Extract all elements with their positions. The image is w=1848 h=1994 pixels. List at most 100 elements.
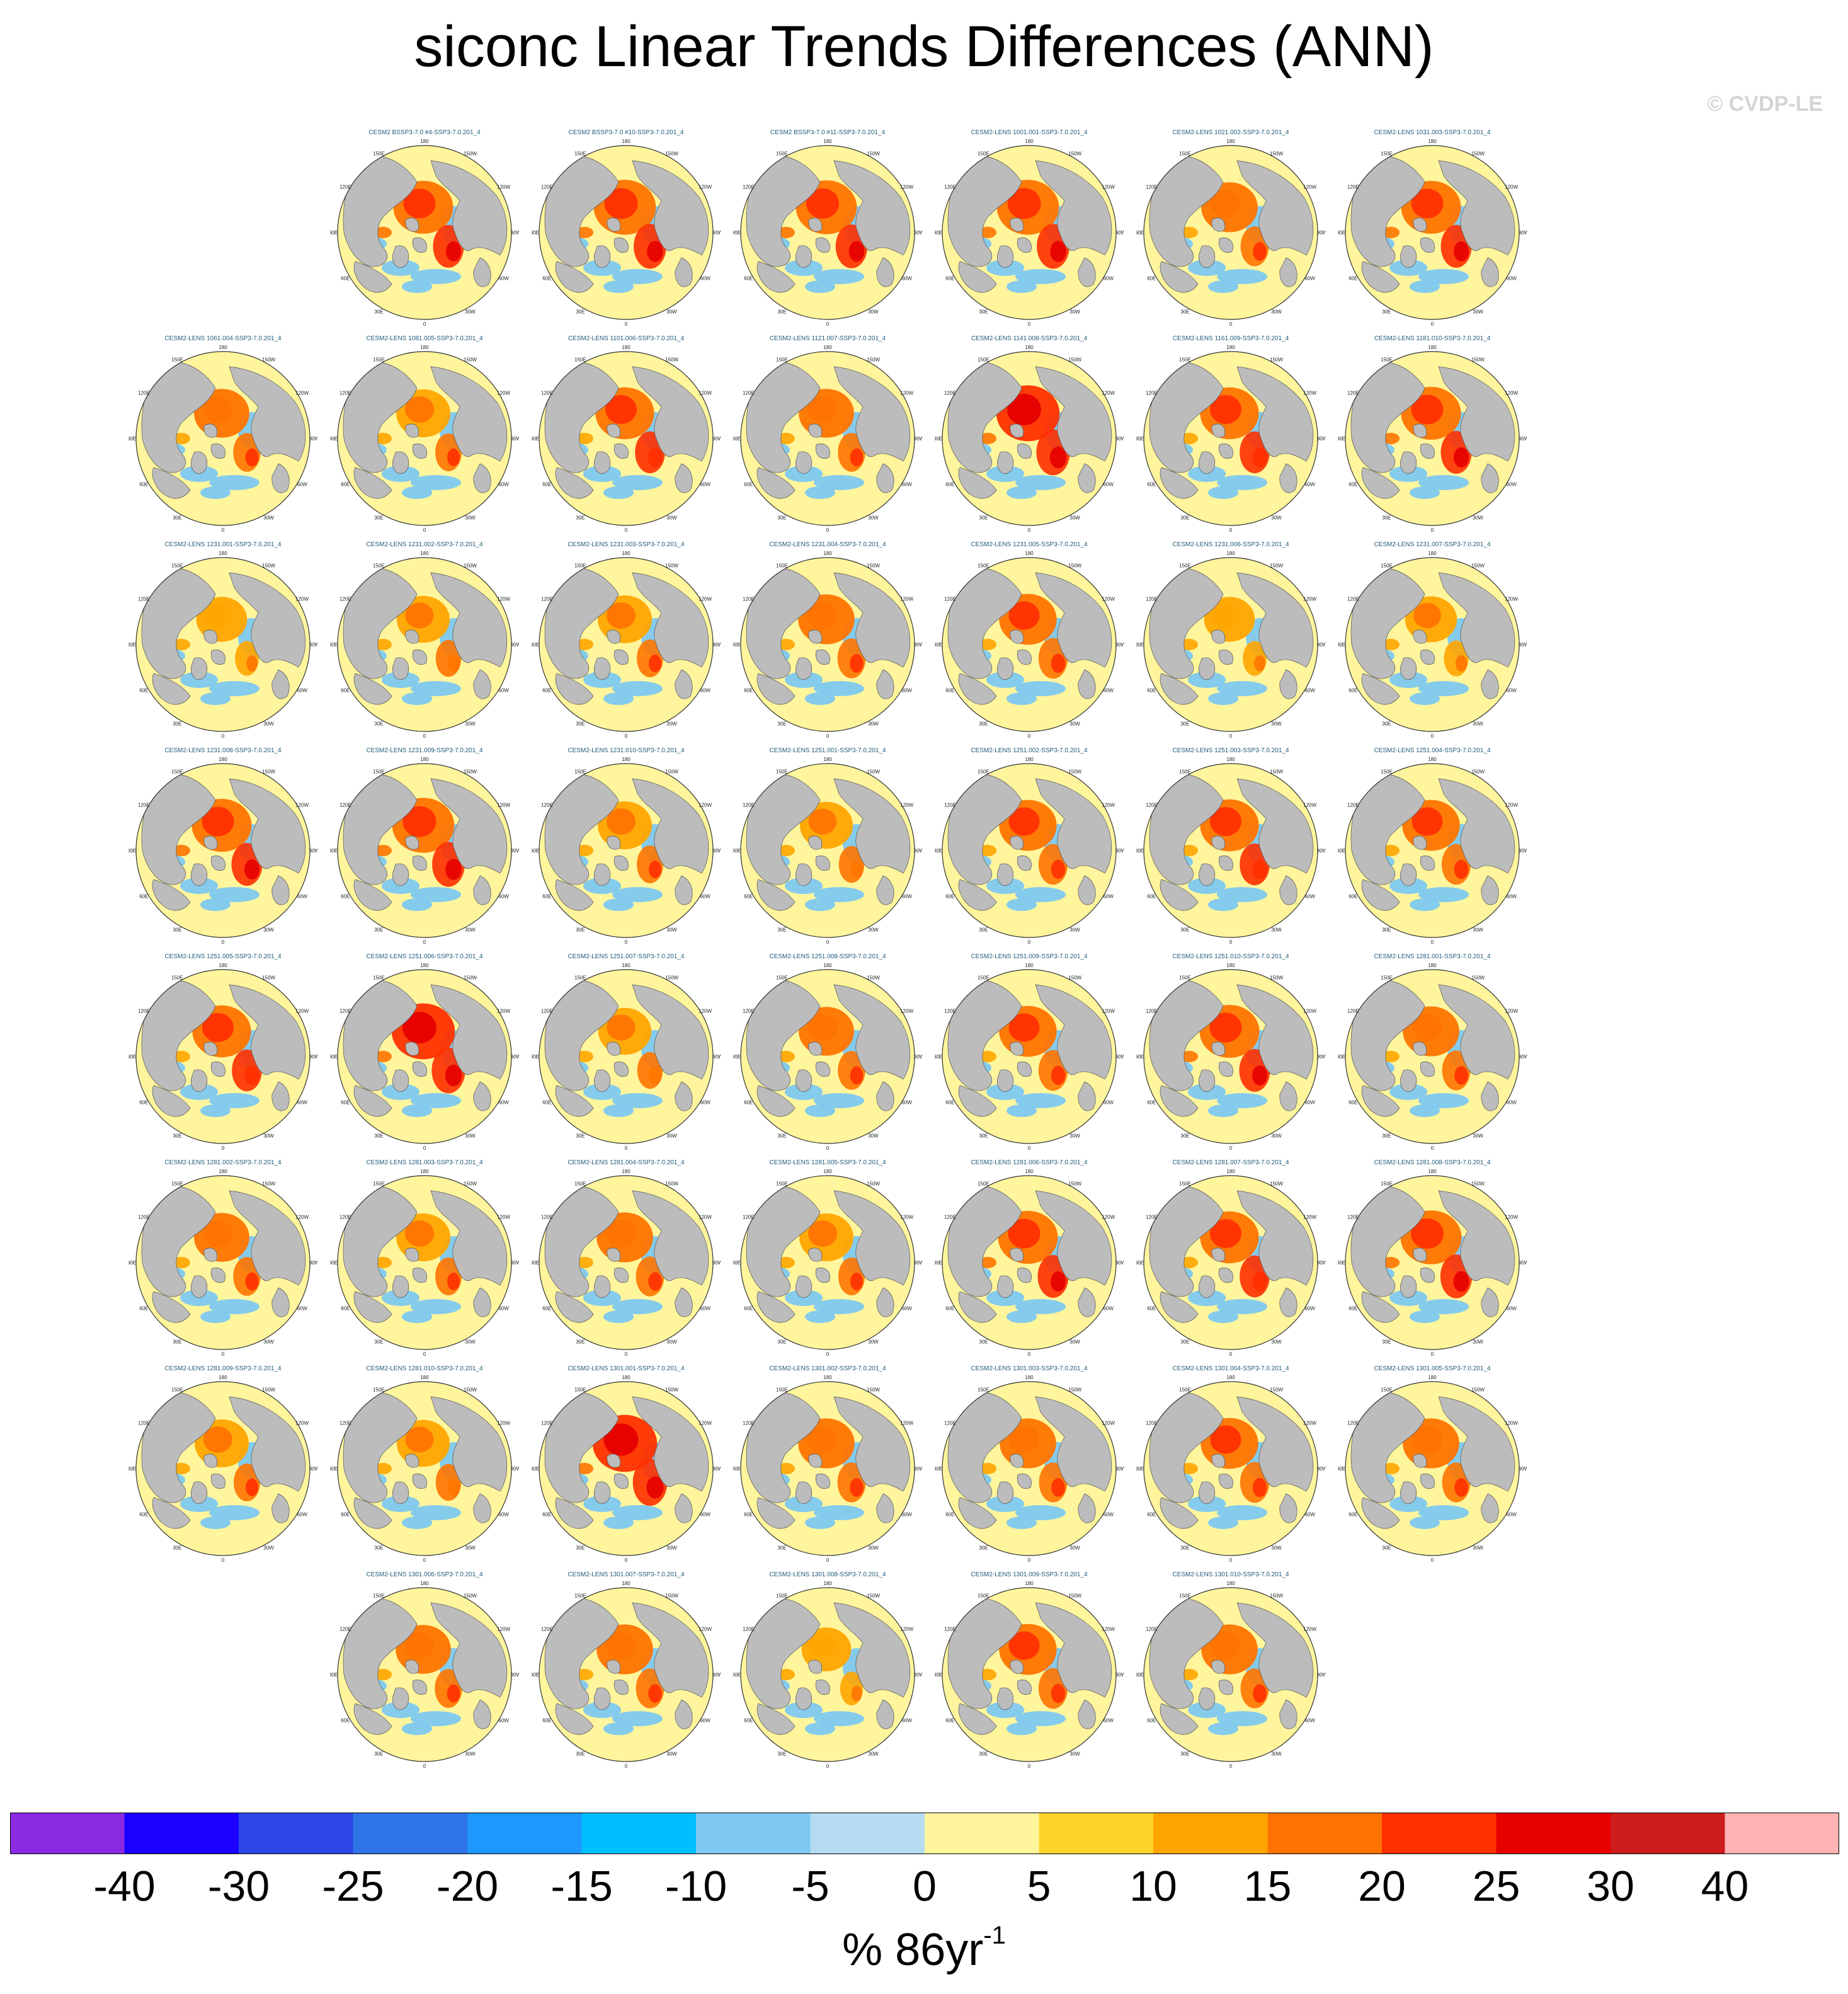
map-longitude-label: 150W (1270, 357, 1283, 362)
land-mass (229, 1396, 306, 1492)
land-mass (1078, 1287, 1096, 1317)
map-longitude-label: 180 (823, 963, 832, 968)
negative-trend-patch (1217, 269, 1267, 284)
barents-trend-max (647, 447, 663, 467)
land-mass (815, 1062, 830, 1077)
land-mass (1420, 1268, 1435, 1283)
map-longitude-label: 60E (341, 482, 350, 488)
map-longitude-label: 30W (868, 515, 879, 521)
land-mass (1017, 856, 1032, 871)
land-mass (1438, 778, 1515, 874)
land-mass (1413, 835, 1427, 850)
map-longitude-label: 150W (464, 975, 477, 980)
map-longitude-label: 150E (978, 1181, 990, 1186)
map-longitude-label: 30W (666, 1339, 677, 1345)
barents-trend-max (1051, 1478, 1065, 1497)
land-mass (815, 238, 830, 253)
map-longitude-label: 150W (262, 563, 275, 568)
colorbar-swatch (1725, 1813, 1839, 1854)
land-mass (1218, 444, 1233, 459)
land-mass (1361, 673, 1400, 705)
map-longitude-label: 120W (295, 597, 309, 602)
land-mass (746, 156, 821, 267)
barents-trend-max (244, 1065, 260, 1086)
land-mass (795, 863, 813, 886)
map-longitude-label: 180 (219, 1375, 227, 1380)
map-longitude-label: 180 (1226, 1375, 1235, 1380)
land-mass (613, 650, 629, 665)
map-longitude-label: 120W (699, 597, 712, 602)
map-longitude-label: 120E (541, 597, 553, 602)
land-mass (958, 1291, 997, 1323)
land-mass (1035, 366, 1112, 462)
map-panel-title: CESM2-LENS 1301.009-SSP3-7.0.201_4 (971, 1571, 1088, 1578)
map-border (1345, 763, 1520, 938)
beaufort-trend (1180, 845, 1198, 856)
map-longitude-label: 60W (700, 276, 710, 282)
negative-trend-patch (1208, 280, 1238, 293)
land-mass (675, 1493, 693, 1523)
land-mass (613, 1062, 629, 1077)
land-mass (555, 1497, 594, 1529)
barents-trend-max (246, 655, 258, 672)
land-mass (343, 568, 418, 679)
land-mass (392, 451, 409, 474)
map-panel-title: CESM2-LENS 1281.009-SSP3-7.0.201_4 (164, 1365, 282, 1372)
map-longitude-label: 90E (128, 1466, 136, 1472)
map-longitude-label: 120E (541, 391, 553, 396)
land-mass (353, 1497, 392, 1529)
land-mass (593, 863, 611, 886)
map-longitude-label: 90E (532, 1260, 539, 1266)
map-longitude-label: 90W (1317, 436, 1325, 442)
land-mass (1350, 1392, 1425, 1503)
map-longitude-label: 150E (1179, 357, 1191, 362)
negative-trend-patch (814, 1711, 864, 1726)
map-longitude-label: 180 (1226, 963, 1235, 968)
trend-max (808, 1220, 837, 1247)
land-mass (473, 1699, 491, 1729)
barents-trend-max (445, 859, 462, 880)
map-longitude-label: 90W (1115, 642, 1124, 648)
map-longitude-label: 60W (700, 1718, 710, 1724)
land-mass (756, 673, 796, 705)
map-longitude-label: 0 (1028, 939, 1031, 945)
land-mass (808, 423, 823, 438)
map-longitude-label: 150E (1381, 1387, 1393, 1392)
land-mass (343, 1186, 418, 1297)
map-longitude-label: 90W (1115, 1466, 1124, 1472)
map-longitude-label: 90W (511, 436, 519, 442)
map-longitude-label: 150E (776, 1593, 788, 1598)
map-panel-title: CESM2-LENS 1301.010-SSP3-7.0.201_4 (1172, 1571, 1289, 1578)
land-mass (996, 1687, 1014, 1710)
map-longitude-label: 90W (511, 1672, 519, 1678)
land-mass (632, 1190, 709, 1286)
map-longitude-label: 0 (423, 1763, 426, 1769)
barents-trend-max (1051, 1271, 1066, 1292)
negative-trend-patch (814, 681, 864, 696)
land-mass (1035, 1396, 1112, 1492)
map-longitude-label: 60W (1103, 482, 1114, 488)
map-panel: CESM2-LENS 1281.002-SSP3-7.0.201_4 180 150… (128, 1159, 317, 1364)
negative-trend-patch (1007, 280, 1037, 293)
map-border (1345, 969, 1520, 1144)
negative-trend-patch (805, 486, 835, 499)
map-panel-title: CESM2-LENS 1281.010-SSP3-7.0.201_4 (366, 1365, 483, 1372)
land-mass (1420, 856, 1435, 871)
map-longitude-label: 150E (1179, 769, 1191, 774)
map-border (135, 1381, 311, 1556)
land-mass (1218, 650, 1233, 665)
land-mass (555, 673, 594, 705)
map-longitude-label: 120W (900, 185, 913, 190)
map-longitude-label: 30E (1382, 1545, 1391, 1551)
land-mass (613, 1680, 629, 1695)
map-longitude-label: 120E (339, 803, 351, 808)
land-mass (1198, 1275, 1216, 1298)
map-panel-title: CESM2-LENS 1281.007-SSP3-7.0.201_4 (1172, 1159, 1289, 1166)
map-longitude-label: 90W (511, 1466, 519, 1472)
beaufort-trend (777, 227, 795, 238)
negative-trend-patch (1015, 681, 1066, 696)
map-longitude-label: 60E (341, 1512, 350, 1518)
